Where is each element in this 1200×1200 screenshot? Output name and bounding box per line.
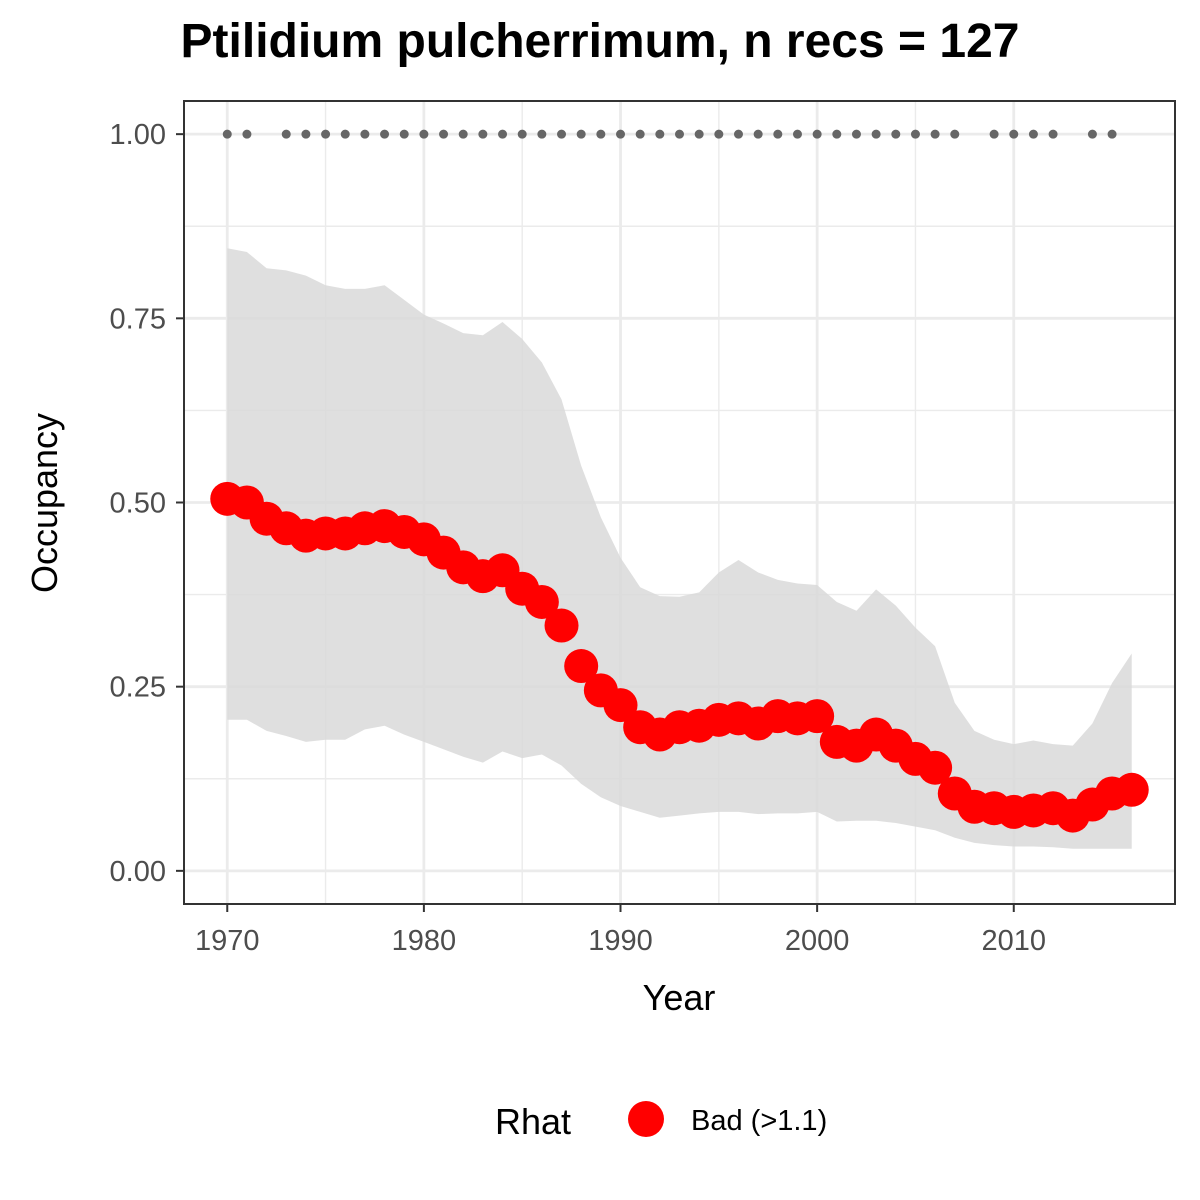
- record-dot: [694, 129, 704, 139]
- record-dot: [222, 129, 232, 139]
- y-tick-label: 0.50: [110, 488, 166, 520]
- chart-title: Ptilidium pulcherrimum, n recs = 127: [180, 15, 1020, 68]
- record-dot: [439, 129, 449, 139]
- record-dot: [1009, 129, 1019, 139]
- occupancy-points: [210, 481, 1149, 833]
- x-axis-title: Year: [643, 977, 716, 1018]
- record-dot: [557, 129, 567, 139]
- y-tick-label: 1.00: [110, 119, 166, 151]
- record-dot: [360, 129, 370, 139]
- record-dot: [851, 129, 861, 139]
- record-dot: [714, 129, 724, 139]
- y-tick-label: 0.75: [110, 303, 166, 335]
- record-dot: [478, 129, 488, 139]
- record-dot: [1087, 129, 1097, 139]
- record-dot: [930, 129, 940, 139]
- record-dot: [498, 129, 508, 139]
- record-dot: [792, 129, 802, 139]
- credible-interval-ribbon: [227, 248, 1132, 849]
- record-dot: [517, 129, 527, 139]
- record-dot: [242, 129, 252, 139]
- record-dot: [635, 129, 645, 139]
- record-dot: [301, 129, 311, 139]
- legend-label-bad-rhat: Bad (>1.1): [691, 1105, 827, 1137]
- record-dot: [753, 129, 763, 139]
- legend: Rhat Bad (>1.1): [495, 1101, 827, 1142]
- x-tick-label: 2010: [982, 925, 1047, 957]
- y-axis-title: Occupancy: [24, 413, 65, 593]
- record-dot: [458, 129, 468, 139]
- occupancy-point: [564, 649, 599, 684]
- record-dot: [419, 129, 429, 139]
- record-dot: [675, 129, 684, 139]
- record-dot: [576, 129, 586, 139]
- occupancy-point: [1114, 772, 1149, 807]
- record-dot: [773, 129, 783, 139]
- x-tick-label: 1980: [392, 925, 457, 957]
- record-dot: [891, 129, 901, 139]
- record-dot: [321, 129, 331, 139]
- occupancy-point: [544, 608, 579, 643]
- record-dot: [871, 129, 881, 139]
- record-dot: [812, 129, 822, 139]
- record-dot: [950, 129, 960, 139]
- x-tick-label: 1990: [588, 925, 653, 957]
- record-dot: [733, 129, 743, 139]
- occupancy-point: [918, 750, 953, 785]
- legend-key-bad-rhat: [628, 1101, 664, 1137]
- record-dot: [910, 129, 920, 139]
- record-dot: [989, 129, 999, 139]
- record-dot: [1028, 129, 1038, 139]
- record-dot: [832, 129, 842, 139]
- legend-title: Rhat: [495, 1101, 571, 1142]
- record-dot: [1107, 129, 1117, 139]
- record-dot: [340, 129, 350, 139]
- axes: 1970 1980 1990 2000 2010 0.00 0.25 0.50 0.75 1.00: [110, 119, 1046, 957]
- x-tick-label: 2000: [785, 925, 850, 957]
- occupancy-point: [603, 688, 638, 723]
- record-dot: [380, 129, 390, 139]
- y-tick-label: 0.00: [110, 856, 166, 888]
- occupancy-point: [524, 584, 559, 619]
- record-dot: [616, 129, 626, 139]
- occupancy-point: [800, 699, 835, 734]
- record-dot: [1048, 129, 1058, 139]
- record-dot: [537, 129, 547, 139]
- y-tick-label: 0.25: [110, 672, 166, 704]
- record-dot: [399, 129, 409, 139]
- x-tick-label: 1970: [195, 925, 260, 957]
- record-years-dots: [222, 129, 1117, 139]
- record-dot: [596, 129, 606, 139]
- record-dot: [655, 129, 665, 139]
- record-dot: [281, 129, 291, 139]
